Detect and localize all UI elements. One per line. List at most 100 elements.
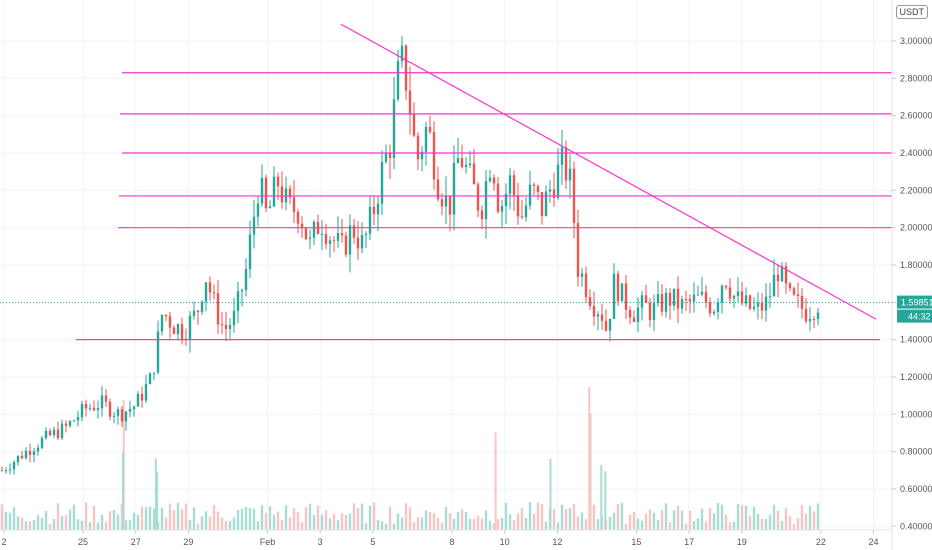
candle-body	[56, 429, 60, 439]
volume-spike	[604, 471, 607, 530]
volume-bar	[256, 521, 260, 530]
price-axis[interactable]: 3.00000 2.80000 2.60000 2.40000 2.20000 2.000…	[891, 0, 932, 550]
volume-bar	[348, 513, 352, 530]
candle-body	[508, 175, 512, 194]
volume-bar	[808, 505, 812, 530]
candle-body	[612, 273, 616, 319]
volume-bar	[56, 503, 60, 530]
volume-bar	[20, 517, 24, 530]
volume-bar	[384, 523, 388, 530]
candle-body	[352, 225, 356, 238]
volume-bar	[64, 515, 68, 530]
candle-body	[364, 233, 368, 235]
volume-bar	[0, 504, 4, 530]
volume-bar	[224, 520, 228, 530]
volume-bar	[356, 507, 360, 530]
candle-body	[596, 314, 600, 317]
candle-body	[592, 306, 596, 317]
candle-body	[52, 429, 56, 436]
candle-body	[400, 45, 404, 62]
volume-bar	[636, 518, 640, 530]
volume-bar	[36, 515, 40, 530]
volume-bar	[52, 518, 56, 530]
volume-bar	[592, 504, 596, 530]
candle-body	[488, 177, 492, 182]
drawn-lines[interactable]	[76, 23, 892, 341]
candle-body	[684, 298, 688, 300]
candle-body	[812, 318, 816, 320]
x-tick-label: 8	[449, 537, 454, 547]
volume-bar	[404, 503, 408, 530]
volume-bar	[584, 519, 588, 530]
candle-body	[512, 175, 516, 196]
candle-body	[676, 288, 680, 309]
candle-body	[792, 288, 796, 295]
candle-body	[392, 99, 396, 158]
volume-bar	[188, 519, 192, 530]
y-tick-label: 1.80000	[900, 260, 932, 270]
volume-bar	[504, 502, 508, 530]
candle-body	[700, 291, 704, 295]
last-price-label: 1.59851	[901, 298, 932, 308]
volume-bar	[436, 517, 440, 530]
currency-badge[interactable]: USDT	[895, 5, 928, 19]
volume-bar	[324, 510, 328, 530]
candle-body	[156, 331, 160, 373]
candle-body	[444, 195, 448, 207]
candle-body	[44, 430, 48, 439]
volume-bar	[520, 508, 524, 530]
candle-body	[448, 195, 452, 215]
volume-bar	[88, 522, 92, 530]
volume-bar	[512, 520, 516, 530]
candle-body	[716, 302, 720, 312]
volume-bar	[360, 503, 364, 530]
volume-bar	[104, 521, 108, 530]
candle-body	[220, 324, 224, 326]
candle-body	[100, 395, 104, 409]
y-tick-label: 2.20000	[900, 185, 932, 195]
candle-body	[172, 327, 176, 335]
volume-bar	[676, 505, 680, 530]
volume-bar	[192, 507, 196, 530]
candle-body	[28, 450, 32, 456]
candle-body	[0, 470, 4, 472]
volume-bar	[568, 508, 572, 530]
time-axis[interactable]: 2 25 27 29 Feb 3 5 8 10 12 15 17 19 22 24	[0, 529, 892, 547]
volume-bar	[496, 519, 500, 530]
x-tick-label: 29	[183, 537, 193, 547]
candle-body	[528, 184, 532, 206]
volume-bar	[216, 511, 220, 530]
volume-bar	[648, 509, 652, 530]
volume-bar	[80, 520, 84, 530]
candle-body	[500, 205, 504, 212]
candle-body	[332, 240, 336, 242]
candle-body	[580, 273, 584, 277]
candle-body	[660, 294, 664, 312]
candle-body	[88, 407, 92, 409]
candle-body	[64, 423, 68, 426]
volume-bar	[412, 521, 416, 530]
candle-body	[540, 192, 544, 216]
candle-body	[248, 234, 252, 269]
volume-bar	[24, 521, 28, 530]
volume-bar	[204, 511, 208, 530]
candle-body	[440, 199, 444, 207]
volume-bar	[472, 518, 476, 530]
candle-body	[356, 237, 360, 249]
volume-bar	[72, 504, 76, 530]
candle-body	[292, 197, 296, 212]
volume-bar	[292, 508, 296, 530]
volume-bar	[136, 514, 140, 530]
volume-bar	[12, 507, 16, 530]
x-tick-label: 5	[370, 537, 375, 547]
volume-bar	[244, 507, 248, 530]
volume-bar	[720, 504, 724, 530]
volume-bar	[640, 520, 644, 530]
volume-bar	[340, 513, 344, 530]
volume-bar	[624, 523, 628, 530]
candle-body	[340, 233, 344, 236]
candle-body	[124, 411, 128, 422]
volume-bar	[712, 513, 716, 530]
candle-body	[60, 423, 64, 439]
